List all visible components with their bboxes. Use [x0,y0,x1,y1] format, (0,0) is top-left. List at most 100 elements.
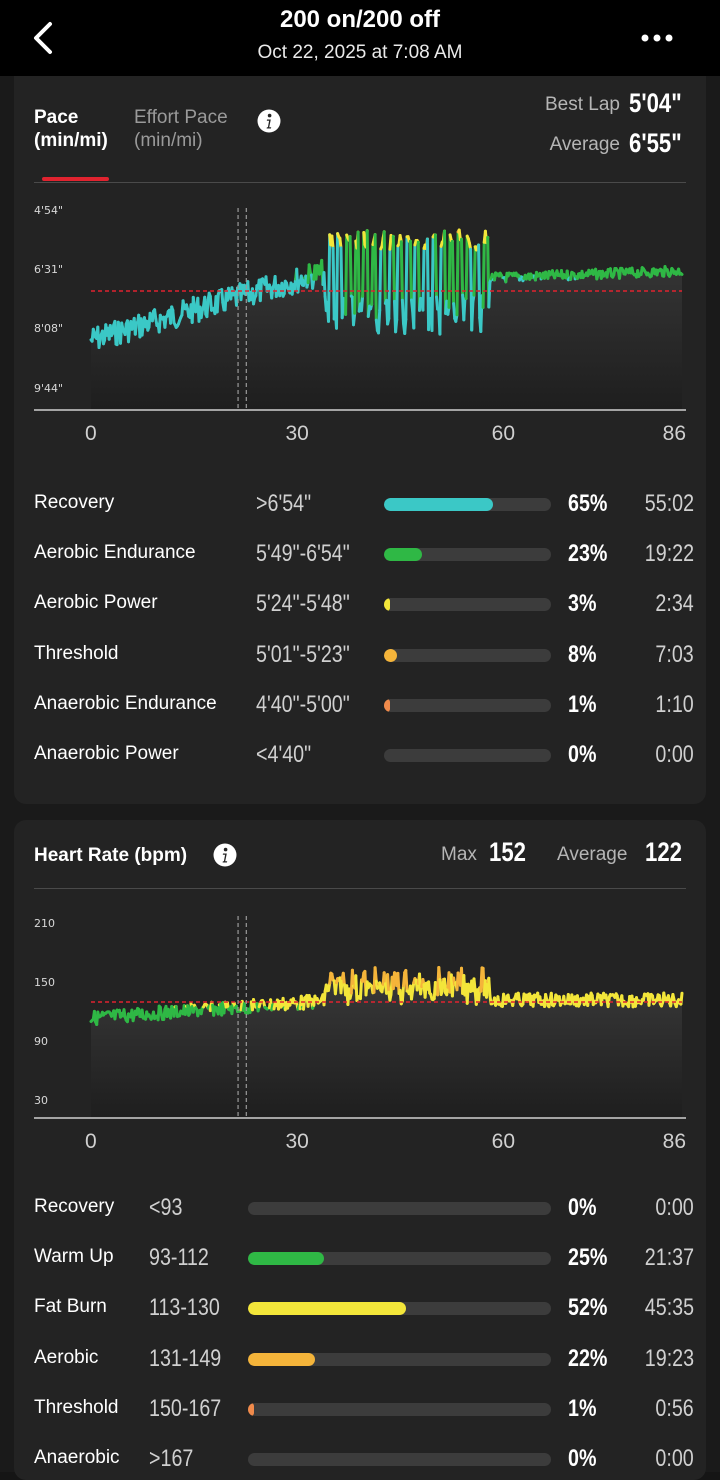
best-lap-label: Best Lap [545,94,620,116]
divider [34,182,686,183]
zone-range: >6'54" [256,490,311,518]
zone-percent: 22% [568,1345,607,1373]
pace-average-value: 6'55" [629,128,682,159]
zone-name: Threshold [34,1397,119,1419]
zone-range: 5'24"-5'48" [256,590,350,618]
zone-range: 5'01"-5'23" [256,641,350,669]
zone-bar [384,749,551,762]
zone-name: Warm Up [34,1246,114,1268]
hr-average-label: Average [557,844,627,866]
y-tick-label: 150 [34,976,55,989]
zone-range: 93-112 [149,1244,209,1272]
divider [34,888,686,889]
more-button[interactable] [636,22,680,52]
y-tick-label: 8'08" [34,322,63,335]
x-tick-label: 60 [492,422,515,445]
zone-name: Anaerobic [34,1447,120,1469]
zone-bar [384,498,551,511]
heart-rate-card: Heart Rate (bpm) Max 152 Average 122 210… [14,820,706,1480]
hr-max-label: Max [441,844,477,866]
x-tick-label: 0 [85,1130,97,1153]
info-icon[interactable] [257,109,281,133]
heart-rate-chart[interactable]: 210 150 90 30 0 30 60 86 [34,900,686,1180]
zone-bar [384,649,551,662]
zone-percent: 0% [568,1194,596,1222]
x-tick-label: 0 [85,422,97,445]
zone-name: Threshold [34,643,119,665]
y-tick-label: 6'31" [34,263,63,276]
zone-name: Recovery [34,492,114,514]
zone-time: 19:22 [645,540,694,568]
tab-active-indicator [42,177,109,181]
pace-zone-row: Recovery>6'54"65%55:02 [34,490,694,520]
zone-bar [384,699,551,712]
zone-time: 21:37 [645,1244,694,1272]
top-bar: 200 on/200 off Oct 22, 2025 at 7:08 AM [0,0,720,76]
hr-max-value: 152 [489,837,526,868]
zone-time: 7:03 [656,641,694,669]
zone-percent: 1% [568,1395,596,1423]
pace-average-label: Average [550,134,620,156]
zone-bar-fill [384,649,397,662]
zone-bar-fill [384,548,422,561]
y-tick-label: 9'44" [34,382,63,395]
zone-name: Fat Burn [34,1296,107,1318]
zone-time: 2:34 [656,590,694,618]
x-tick-label: 60 [492,1130,515,1153]
tab-effort-pace-label: Effort Pace [134,106,228,129]
tab-effort-pace[interactable]: Effort Pace (min/mi) [134,106,228,152]
hr-zone-row: Warm Up 93-112 25% 21:37 [34,1244,694,1274]
hr-zone-row: Recovery <93 0% 0:00 [34,1194,694,1224]
x-tick-label: 86 [663,422,686,445]
x-tick-label: 86 [663,1130,686,1153]
zone-bar-fill [248,1353,315,1366]
zone-bar [248,1453,551,1466]
zone-time: 0:00 [656,1445,694,1473]
zone-bar [248,1403,551,1416]
zone-range: 113-130 [149,1294,220,1322]
zone-range: <4'40" [256,741,311,769]
hr-chart-svg: 210 150 90 30 0 30 60 86 [34,900,686,1180]
zone-range: 131-149 [149,1345,221,1373]
y-tick-label: 90 [34,1035,48,1048]
zone-time: 1:10 [656,691,694,719]
y-tick-label: 30 [34,1094,48,1107]
zone-bar-fill [384,699,390,712]
more-dots-icon [636,22,680,52]
zone-percent: 23% [568,540,607,568]
y-tick-label: 210 [34,917,55,930]
zone-bar [384,598,551,611]
zone-time: 0:00 [656,741,694,769]
tab-effort-pace-unit: (min/mi) [134,129,228,152]
heart-rate-info-icon[interactable] [213,843,237,867]
zone-range: <93 [149,1194,182,1222]
x-tick-label: 30 [285,422,308,445]
zone-name: Recovery [34,1196,114,1218]
zone-time: 0:00 [656,1194,694,1222]
zone-time: 19:23 [645,1345,694,1373]
tab-pace[interactable]: Pace (min/mi) [34,106,108,152]
page-title: 200 on/200 off [0,6,720,34]
zone-bar [248,1202,551,1215]
pace-card: Pace (min/mi) Effort Pace (min/mi) Best … [14,76,706,804]
hr-average-value: 122 [645,837,682,868]
zone-bar-fill [248,1252,324,1265]
zone-bar-fill [248,1302,406,1315]
zone-percent: 1% [568,691,596,719]
zone-bar [384,548,551,561]
zone-name: Anaerobic Power [34,743,179,765]
zone-percent: 25% [568,1244,607,1272]
tab-pace-unit: (min/mi) [34,129,108,152]
zone-range: 150-167 [149,1395,221,1423]
x-tick-label: 30 [285,1130,308,1153]
